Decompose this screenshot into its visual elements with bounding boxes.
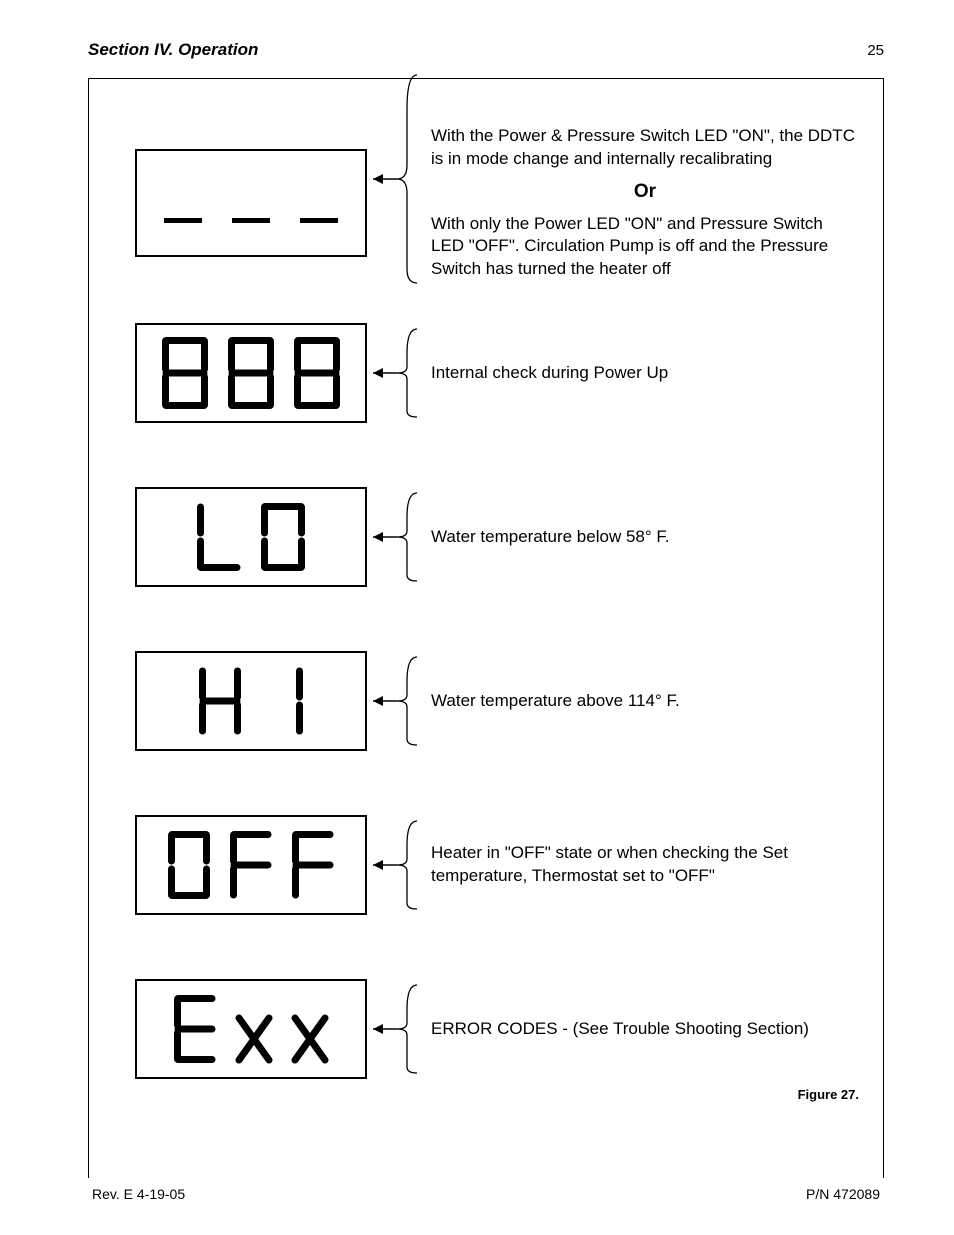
display-row: Water temperature below 58° F. (135, 487, 859, 587)
page-number: 25 (867, 42, 884, 59)
revision-label: Rev. E 4-19-05 (92, 1186, 185, 1202)
dash-icon (164, 218, 202, 223)
display-off (135, 815, 367, 915)
display-row: Water temperature above 114° F. (135, 651, 859, 751)
description: Internal check during Power Up (427, 362, 859, 385)
description: With the Power & Pressure Switch LED "ON… (427, 125, 859, 281)
display-row: Internal check during Power Up (135, 323, 859, 423)
display-888 (135, 323, 367, 423)
or-label: Or (431, 179, 859, 205)
display-row: With the Power & Pressure Switch LED "ON… (135, 125, 859, 281)
display-lo (135, 487, 367, 587)
dash-icon (300, 218, 338, 223)
figure-label: Figure 27. (135, 1087, 859, 1102)
figure-box: With the Power & Pressure Switch LED "ON… (88, 78, 884, 1178)
section-title: Section IV. Operation (88, 40, 258, 60)
page-footer: Rev. E 4-19-05 P/N 472089 (88, 1178, 884, 1202)
display-hi (135, 651, 367, 751)
display-row: Heater in "OFF" state or when checking t… (135, 815, 859, 915)
desc-text-bottom: With only the Power LED "ON" and Pressur… (431, 213, 859, 282)
partnumber-label: P/N 472089 (806, 1186, 880, 1202)
display-dashes (135, 149, 367, 257)
description: Water temperature above 114° F. (427, 690, 859, 713)
dash-icon (232, 218, 270, 223)
description: Water temperature below 58° F. (427, 526, 859, 549)
page-header: Section IV. Operation 25 (88, 40, 884, 60)
description: ERROR CODES - (See Trouble Shooting Sect… (427, 1018, 859, 1041)
desc-text-top: With the Power & Pressure Switch LED "ON… (431, 125, 859, 171)
description: Heater in "OFF" state or when checking t… (427, 842, 859, 888)
display-exx (135, 979, 367, 1079)
display-row: ERROR CODES - (See Trouble Shooting Sect… (135, 979, 859, 1079)
